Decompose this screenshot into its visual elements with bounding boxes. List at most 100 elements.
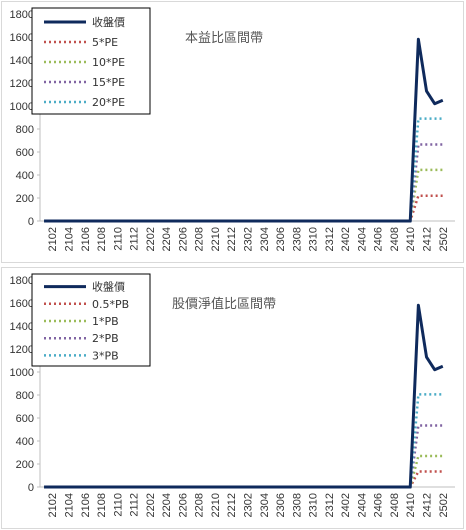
x-tick-label: 2110 bbox=[112, 493, 124, 517]
legend-label: 20*PE bbox=[92, 96, 125, 109]
x-tick-label: 2106 bbox=[80, 493, 92, 517]
x-tick-label: 2306 bbox=[275, 493, 287, 517]
x-tick-label: 2108 bbox=[96, 493, 108, 517]
legend-box bbox=[31, 7, 151, 115]
x-tick-label: 2104 bbox=[63, 227, 75, 251]
chart-title: 本益比區間帶 bbox=[185, 31, 263, 46]
x-tick-label: 2206 bbox=[177, 227, 189, 251]
series-line-4 bbox=[44, 117, 443, 223]
x-tick-label: 2206 bbox=[177, 493, 189, 517]
x-tick-label: 2308 bbox=[291, 493, 303, 517]
x-tick-label: 2104 bbox=[63, 493, 75, 517]
y-tick-label: 1800 bbox=[10, 275, 34, 287]
x-tick-label: 2404 bbox=[356, 227, 368, 251]
x-tick-label: 2106 bbox=[80, 227, 92, 251]
pe-band-chart-panel: 0 200 400 600 800 1000 1200 1400 1600 1800 2102 210… bbox=[1, 1, 464, 263]
x-tick-label: 2502 bbox=[438, 493, 450, 517]
y-tick-label: 1200 bbox=[10, 78, 34, 90]
chart-title: 股價淨值比區間帶 bbox=[172, 296, 276, 312]
x-tick-label: 2312 bbox=[324, 227, 336, 251]
x-tick-label: 2406 bbox=[373, 493, 385, 517]
x-tick-label: 2406 bbox=[373, 227, 385, 251]
series-line-1 bbox=[44, 194, 443, 223]
legend-label: 5*PE bbox=[92, 36, 118, 49]
x-tick-label: 2306 bbox=[275, 227, 287, 251]
x-tick-label: 2202 bbox=[145, 227, 157, 251]
series-line-0 bbox=[44, 303, 444, 489]
x-tick-label: 2310 bbox=[308, 493, 320, 517]
x-tick-label: 2304 bbox=[259, 227, 271, 251]
series-line-2 bbox=[44, 168, 443, 223]
legend-label: 2*PB bbox=[92, 332, 119, 345]
legend-label: 3*PB bbox=[92, 349, 119, 362]
x-tick-label: 2302 bbox=[243, 493, 255, 517]
y-tick-label: 600 bbox=[16, 147, 34, 159]
x-tick-label: 2210 bbox=[210, 493, 222, 517]
y-tick-label: 1600 bbox=[10, 32, 34, 44]
y-tick-label: 1000 bbox=[10, 101, 34, 113]
x-tick-label: 2102 bbox=[47, 493, 59, 517]
x-tick-label: 2204 bbox=[161, 493, 173, 517]
x-tick-label: 2210 bbox=[210, 227, 222, 251]
series-line-2 bbox=[44, 454, 443, 489]
legend-box bbox=[31, 273, 151, 367]
legend-label: 15*PE bbox=[92, 76, 125, 89]
pe-band-chart: 0 200 400 600 800 1000 1200 1400 1600 1800 2102 210… bbox=[10, 7, 455, 251]
legend: 收盤價 0.5*PB 1*PB 2*PB 3*PB bbox=[31, 273, 151, 367]
y-tick-label: 1000 bbox=[10, 367, 34, 379]
y-tick-label: 1400 bbox=[10, 55, 34, 67]
series-line-0 bbox=[44, 37, 444, 223]
x-tick-label: 2204 bbox=[161, 227, 173, 251]
y-tick-label: 0 bbox=[28, 482, 34, 494]
pb-band-chart-panel: 0 200 400 600 800 1000 1200 1400 1600 1800 2102 210… bbox=[1, 267, 464, 529]
x-tick-label: 2212 bbox=[226, 493, 238, 517]
legend-label: 收盤價 bbox=[92, 280, 125, 294]
y-tick-label: 400 bbox=[16, 170, 34, 182]
x-tick-label: 2108 bbox=[96, 227, 108, 251]
y-tick-label: 200 bbox=[16, 459, 34, 471]
x-tick-label: 2310 bbox=[308, 227, 320, 251]
y-tick-label: 1600 bbox=[10, 298, 34, 310]
y-tick-label: 1200 bbox=[10, 344, 34, 356]
x-tick-label: 2212 bbox=[226, 227, 238, 251]
y-tick-label: 600 bbox=[16, 413, 34, 425]
legend-label: 10*PE bbox=[92, 56, 125, 69]
x-tick-label: 2208 bbox=[194, 227, 206, 251]
y-tick-label: 800 bbox=[16, 124, 34, 136]
y-tick-label: 1800 bbox=[10, 9, 34, 21]
x-tick-label: 2308 bbox=[291, 227, 303, 251]
series-line-1 bbox=[44, 470, 443, 489]
x-tick-label: 2410 bbox=[405, 227, 417, 251]
x-tick-label: 2410 bbox=[405, 493, 417, 517]
x-tick-label: 2102 bbox=[47, 227, 59, 251]
x-tick-label: 2304 bbox=[259, 493, 271, 517]
x-tick-label: 2112 bbox=[129, 493, 141, 517]
x-tick-label: 2402 bbox=[340, 227, 352, 251]
series-line-3 bbox=[44, 424, 443, 489]
x-tick-label: 2302 bbox=[243, 227, 255, 251]
legend-label: 收盤價 bbox=[92, 15, 125, 29]
legend: 收盤價 5*PE 10*PE 15*PE 20*PE bbox=[31, 7, 151, 115]
y-tick-label: 400 bbox=[16, 436, 34, 448]
pb-band-chart: 0 200 400 600 800 1000 1200 1400 1600 1800 2102 210… bbox=[10, 273, 455, 517]
x-tick-label: 2402 bbox=[340, 493, 352, 517]
legend-label: 0.5*PB bbox=[92, 298, 129, 311]
x-tick-label: 2112 bbox=[129, 227, 141, 251]
x-tick-label: 2412 bbox=[422, 227, 434, 251]
series-line-4 bbox=[44, 393, 443, 489]
x-tick-label: 2404 bbox=[356, 493, 368, 517]
x-tick-label: 2502 bbox=[438, 227, 450, 251]
y-tick-label: 800 bbox=[16, 390, 34, 402]
x-tick-label: 2412 bbox=[422, 493, 434, 517]
x-tick-label: 2202 bbox=[145, 493, 157, 517]
y-tick-label: 1400 bbox=[10, 321, 34, 333]
series-line-3 bbox=[44, 143, 443, 223]
legend-label: 1*PB bbox=[92, 315, 119, 328]
x-tick-label: 2110 bbox=[112, 227, 124, 251]
x-tick-label: 2408 bbox=[389, 493, 401, 517]
x-tick-label: 2208 bbox=[194, 493, 206, 517]
y-tick-label: 200 bbox=[16, 193, 34, 205]
x-tick-label: 2408 bbox=[389, 227, 401, 251]
x-tick-label: 2312 bbox=[324, 493, 336, 517]
y-tick-label: 0 bbox=[28, 216, 34, 228]
